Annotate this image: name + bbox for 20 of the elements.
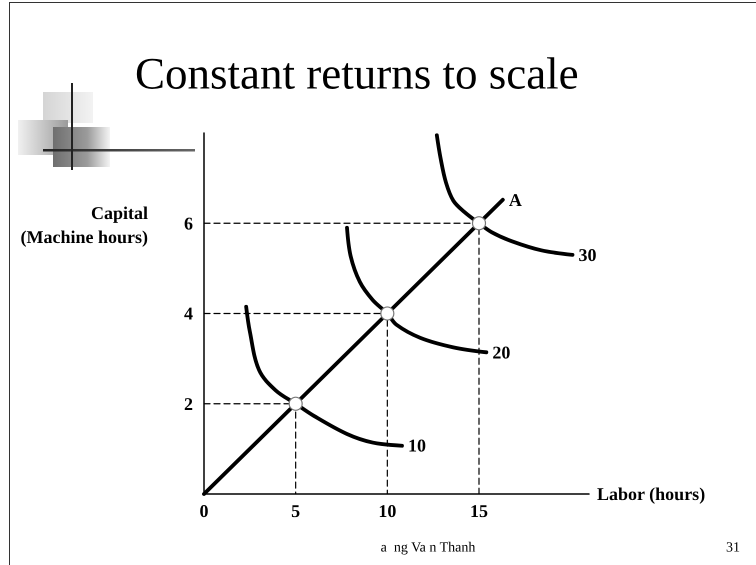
y-tick-label: 2 — [184, 394, 193, 414]
y-axis-title: Capital (Machine hours) — [20, 203, 148, 247]
x-tick-label: 0 — [200, 501, 208, 521]
series-label: 30 — [578, 244, 596, 265]
x-tick-label: 5 — [291, 501, 300, 521]
y-tick-label: 6 — [184, 213, 193, 234]
series-label: 10 — [408, 436, 426, 456]
x-axis-title: Labor (hours) — [597, 484, 706, 504]
point — [380, 306, 394, 321]
line-series — [434, 133, 574, 257]
point — [288, 396, 303, 411]
x-tick-label: 15 — [470, 501, 488, 521]
series-label: 20 — [492, 342, 510, 362]
y-tick-label: 4 — [184, 304, 193, 324]
x-tick-label: 10 — [378, 501, 396, 521]
text: a ng Va n Thanh — [380, 540, 476, 556]
series-label: A — [508, 190, 522, 210]
chart-title: Constant returns to scale — [135, 48, 579, 98]
point — [472, 216, 486, 230]
text: 31 — [726, 540, 740, 556]
